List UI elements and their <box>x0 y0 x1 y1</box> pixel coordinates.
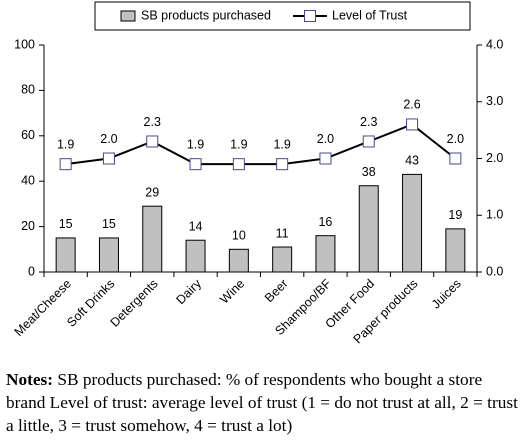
bar-label: 11 <box>276 226 289 240</box>
x-tick-label: Detergents <box>108 277 161 330</box>
bar-label: 14 <box>189 220 203 234</box>
notes-label: Notes: <box>6 370 54 389</box>
bar <box>315 235 336 273</box>
trust-marker <box>406 118 419 131</box>
bar-label: 38 <box>362 165 376 179</box>
bar <box>402 173 423 273</box>
y2-tick-label: 0.0 <box>486 264 503 278</box>
bar <box>142 205 163 273</box>
trust-label: 2.3 <box>360 115 377 129</box>
bar-label: 29 <box>145 185 159 199</box>
trust-label: 1.9 <box>57 137 74 151</box>
trust-line <box>65 123 456 166</box>
bar-label: 19 <box>448 208 462 222</box>
bar-label: 10 <box>232 229 246 243</box>
trust-label: 2.0 <box>447 132 464 146</box>
trust-label: 2.0 <box>100 132 117 146</box>
x-tick-label: Meat/Cheese <box>12 277 75 340</box>
bar <box>445 228 466 273</box>
bar-label: 15 <box>59 217 73 231</box>
trust-marker <box>146 135 159 148</box>
x-tick-label: Juices <box>429 277 464 312</box>
notes: Notes: SB products purchased: % of respo… <box>6 368 518 437</box>
x-tick-label: Wine <box>217 277 247 307</box>
chart: 0204060801000.01.02.03.04.0Meat/CheeseSo… <box>12 1 503 346</box>
trust-label: 1.9 <box>230 137 247 151</box>
legend-swatch <box>120 10 136 22</box>
y-tick-label: 20 <box>21 219 35 233</box>
legend-label: SB products purchased <box>141 8 271 22</box>
bar-label: 16 <box>318 215 332 229</box>
trust-marker <box>362 135 375 148</box>
x-tick-label: Beer <box>262 277 291 306</box>
trust-marker <box>232 158 245 171</box>
trust-marker <box>189 158 202 171</box>
y2-tick-label: 2.0 <box>486 151 503 165</box>
y-tick-label: 60 <box>21 128 35 142</box>
notes-text: SB products purchased: % of respondents … <box>6 370 518 435</box>
trust-label: 1.9 <box>187 137 204 151</box>
trust-marker <box>59 158 72 171</box>
trust-label: 2.3 <box>144 115 161 129</box>
bar <box>98 237 119 273</box>
y-tick-label: 80 <box>21 83 35 97</box>
x-tick-label: Dairy <box>173 276 204 307</box>
y2-tick-label: 4.0 <box>486 37 503 51</box>
legend-box <box>94 1 471 31</box>
y-tick-label: 40 <box>21 173 35 187</box>
legend-marker <box>304 10 316 22</box>
y-tick-label: 100 <box>14 37 35 51</box>
y2-tick-label: 1.0 <box>486 208 503 222</box>
bar <box>228 248 249 273</box>
bar-label: 43 <box>405 154 419 168</box>
y-tick-label: 0 <box>28 264 35 278</box>
legend-label: Level of Trust <box>332 8 408 22</box>
trust-label: 2.6 <box>403 98 420 112</box>
bar <box>55 237 76 273</box>
bar <box>358 185 379 273</box>
y2-tick-label: 3.0 <box>486 94 503 108</box>
bar-label: 15 <box>102 217 116 231</box>
bar <box>185 239 206 273</box>
trust-marker <box>102 152 115 165</box>
trust-marker <box>319 152 332 165</box>
trust-marker <box>449 152 462 165</box>
trust-marker <box>276 158 289 171</box>
trust-label: 2.0 <box>317 132 334 146</box>
bar <box>272 246 293 273</box>
trust-label: 1.9 <box>273 137 290 151</box>
